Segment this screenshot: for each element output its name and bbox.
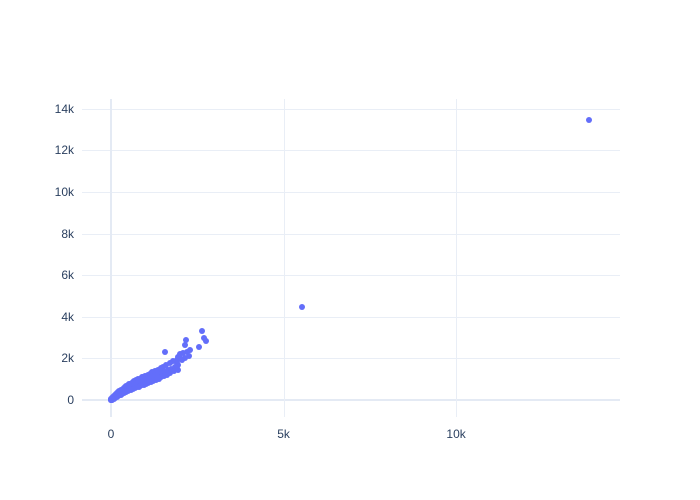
data-point[interactable] — [177, 351, 183, 358]
y-tick-label: 8k — [61, 226, 74, 241]
data-point[interactable] — [586, 116, 593, 123]
data-point[interactable] — [298, 304, 305, 311]
data-point[interactable] — [171, 363, 178, 370]
data-point[interactable] — [182, 355, 189, 362]
y-gridline — [82, 108, 620, 110]
data-point[interactable] — [181, 342, 188, 349]
data-point[interactable] — [178, 357, 185, 364]
data-point[interactable] — [202, 337, 209, 344]
data-point[interactable] — [167, 370, 174, 377]
data-point[interactable] — [159, 363, 166, 370]
plot-area[interactable] — [82, 99, 620, 417]
y-zeroline — [82, 398, 620, 401]
y-gridline — [82, 316, 620, 318]
y-gridline — [82, 150, 620, 152]
y-tick-label: 12k — [54, 143, 74, 158]
data-point[interactable] — [160, 373, 167, 380]
data-point[interactable] — [166, 360, 173, 367]
data-point[interactable] — [170, 358, 177, 365]
y-tick-label: 0 — [67, 392, 74, 407]
data-point[interactable] — [187, 347, 194, 354]
y-tick-label: 6k — [61, 268, 74, 283]
x-gridline — [283, 99, 285, 417]
y-gridline — [82, 191, 620, 193]
data-point[interactable] — [156, 371, 163, 378]
data-point[interactable] — [183, 349, 190, 356]
y-gridline — [82, 233, 620, 235]
x-tick-label: 0 — [107, 427, 115, 441]
y-tick-label: 10k — [54, 184, 74, 199]
y-tick-label: 4k — [61, 309, 74, 324]
x-tick-label: 5k — [277, 427, 290, 441]
data-point[interactable] — [162, 349, 169, 356]
data-point[interactable] — [163, 362, 170, 368]
x-gridline — [456, 99, 458, 417]
data-point[interactable] — [174, 366, 181, 373]
data-point[interactable] — [195, 343, 202, 350]
data-point[interactable] — [182, 337, 189, 344]
data-point[interactable] — [185, 353, 192, 360]
x-tick-label: 10k — [446, 427, 466, 441]
data-point[interactable] — [164, 371, 171, 378]
y-gridline — [82, 358, 620, 360]
y-tick-label: 14k — [54, 101, 74, 116]
x-zeroline — [109, 99, 112, 417]
y-tick-label: 2k — [61, 351, 74, 366]
data-point[interactable] — [199, 327, 206, 334]
data-point[interactable] — [175, 354, 182, 361]
data-point[interactable] — [171, 368, 178, 375]
data-point[interactable] — [180, 350, 187, 357]
data-point[interactable] — [173, 359, 180, 366]
y-gridline — [82, 275, 620, 277]
